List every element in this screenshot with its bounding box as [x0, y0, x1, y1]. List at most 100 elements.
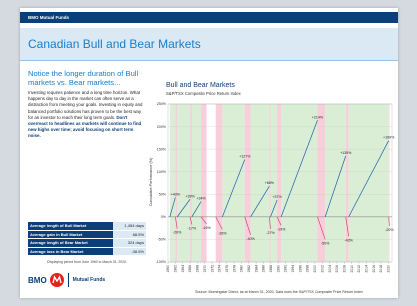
x-tick-label: 1998	[306, 265, 310, 273]
bear-shade	[216, 104, 223, 262]
bear-shade	[175, 104, 177, 262]
stats-note: Displaying period from June 1960 to Marc…	[28, 260, 146, 264]
bull-shade	[222, 104, 244, 262]
bull-shade	[170, 104, 176, 262]
bear-label: -26%	[173, 231, 182, 235]
x-tick-label: 2000	[313, 265, 317, 273]
logo-separator	[68, 273, 69, 287]
bear-shade	[277, 104, 281, 262]
bull-shade	[192, 104, 201, 262]
x-tick-label: 2004	[328, 265, 332, 273]
x-tick-label: 1972	[210, 265, 214, 273]
bull-shade	[349, 104, 389, 262]
x-tick-label: 1964	[181, 265, 185, 273]
bear-shade	[317, 104, 325, 262]
stat-label: Average loss in Bear Market	[28, 247, 113, 256]
bull-label: +127%	[239, 155, 251, 159]
bull-shade	[325, 104, 346, 262]
bull-label: +37%	[272, 195, 282, 199]
x-tick-label: 1984	[254, 265, 258, 273]
logo-roundel	[50, 273, 64, 287]
bull-label: +214%	[312, 115, 324, 119]
y-tick-label: 100%	[157, 170, 167, 174]
x-tick-label: 1976	[225, 265, 229, 273]
x-tick-label: 2006	[335, 265, 339, 273]
x-tick-label: 1968	[196, 265, 200, 273]
bear-label: -16%	[202, 226, 211, 230]
x-tick-label: 1990	[276, 265, 280, 273]
bull-label: +169%	[383, 136, 395, 140]
page: BMO Mutual Funds Canadian Bull and Bear …	[0, 0, 417, 306]
stat-value: 1,454 days	[113, 222, 146, 230]
stat-value: 88.5%	[113, 230, 146, 239]
bull-label: +34%	[196, 197, 206, 201]
x-tick-label: 1970	[203, 265, 207, 273]
y-tick-label: -50%	[158, 238, 167, 242]
x-tick-label: 1994	[291, 265, 295, 273]
bear-label: -19%	[277, 227, 286, 231]
bear-shade	[389, 104, 390, 262]
chart-subtitle: S&P/TSX Composite Price Return Index	[166, 91, 242, 96]
x-tick-label: 2020	[387, 265, 391, 273]
stat-label: Average gain in Bull Market	[28, 230, 113, 239]
source: Source: Morningstar Direct, as at March …	[195, 290, 363, 294]
y-axis-label: Cumulative Performance (%)	[149, 157, 153, 206]
y-tick-label: 50%	[159, 192, 167, 196]
bull-label: +135%	[340, 151, 352, 155]
bear-shade	[190, 104, 192, 262]
x-tick-label: 2016	[372, 265, 376, 273]
x-tick-label: 1982	[247, 265, 251, 273]
chart-title: Bull and Bear Markets	[166, 82, 235, 89]
document: BMO Mutual Funds Canadian Bull and Bear …	[20, 8, 398, 298]
bear-label: -17%	[188, 227, 197, 231]
x-tick-label: 1974	[218, 265, 222, 273]
y-tick-label: 200%	[157, 125, 167, 129]
x-tick-label: 1962	[174, 265, 178, 273]
x-tick-label: 1980	[240, 265, 244, 273]
x-tick-label: 1988	[269, 265, 273, 273]
page-title: Canadian Bull and Bear Markets	[28, 37, 201, 51]
x-tick-label: 2012	[357, 265, 361, 273]
y-tick-label: -100%	[156, 260, 167, 264]
x-tick-label: 1978	[232, 265, 236, 273]
bull-label: +43%	[171, 192, 181, 196]
y-tick-label: 150%	[157, 147, 167, 151]
bear-label: -50%	[321, 241, 330, 245]
bear-shade	[201, 104, 207, 262]
x-tick-label: 1960	[166, 265, 170, 273]
chart: Bull and Bear Markets S&P/TSX Composite …	[148, 78, 396, 298]
title-band: Canadian Bull and Bear Markets	[20, 28, 398, 61]
stats-row: Average length of Bear Market324 days	[28, 239, 146, 248]
brand-bar: BMO Mutual Funds	[20, 12, 398, 23]
x-tick-label: 1966	[188, 265, 192, 273]
sidebar-heading: Notice the longer duration of Bull marke…	[28, 70, 146, 87]
bear-label: -27%	[266, 231, 275, 235]
sidebar: Notice the longer duration of Bull marke…	[28, 70, 146, 140]
stat-value: -38.5%	[113, 247, 146, 256]
x-tick-label: 2008	[342, 265, 346, 273]
x-tick-label: 1996	[298, 265, 302, 273]
stat-label: Average length of Bear Market	[28, 239, 113, 248]
stat-value: 324 days	[113, 239, 146, 248]
x-tick-label: 2014	[364, 265, 368, 273]
bear-label: -43%	[344, 238, 353, 242]
x-tick-label: 2002	[320, 265, 324, 273]
sidebar-text: Investing requires patience and a long t…	[28, 90, 146, 140]
stats-row: Average loss in Bear Market-38.5%	[28, 247, 146, 256]
bear-label: -20%	[385, 228, 394, 232]
bull-label: +68%	[265, 181, 275, 185]
logo: BMO Mutual Funds	[28, 270, 105, 290]
bear-label: -40%	[246, 237, 255, 241]
x-tick-label: 1986	[262, 265, 266, 273]
y-tick-label: 0%	[161, 215, 167, 219]
y-tick-label: 250%	[157, 102, 167, 106]
x-tick-label: 2010	[350, 265, 354, 273]
bull-shade	[281, 104, 317, 262]
logo-brand: Mutual Funds	[73, 277, 106, 283]
x-tick-label: 2018	[379, 265, 383, 273]
stat-label: Average length of Bull Market	[28, 222, 113, 230]
bull-label: +39%	[185, 194, 195, 198]
